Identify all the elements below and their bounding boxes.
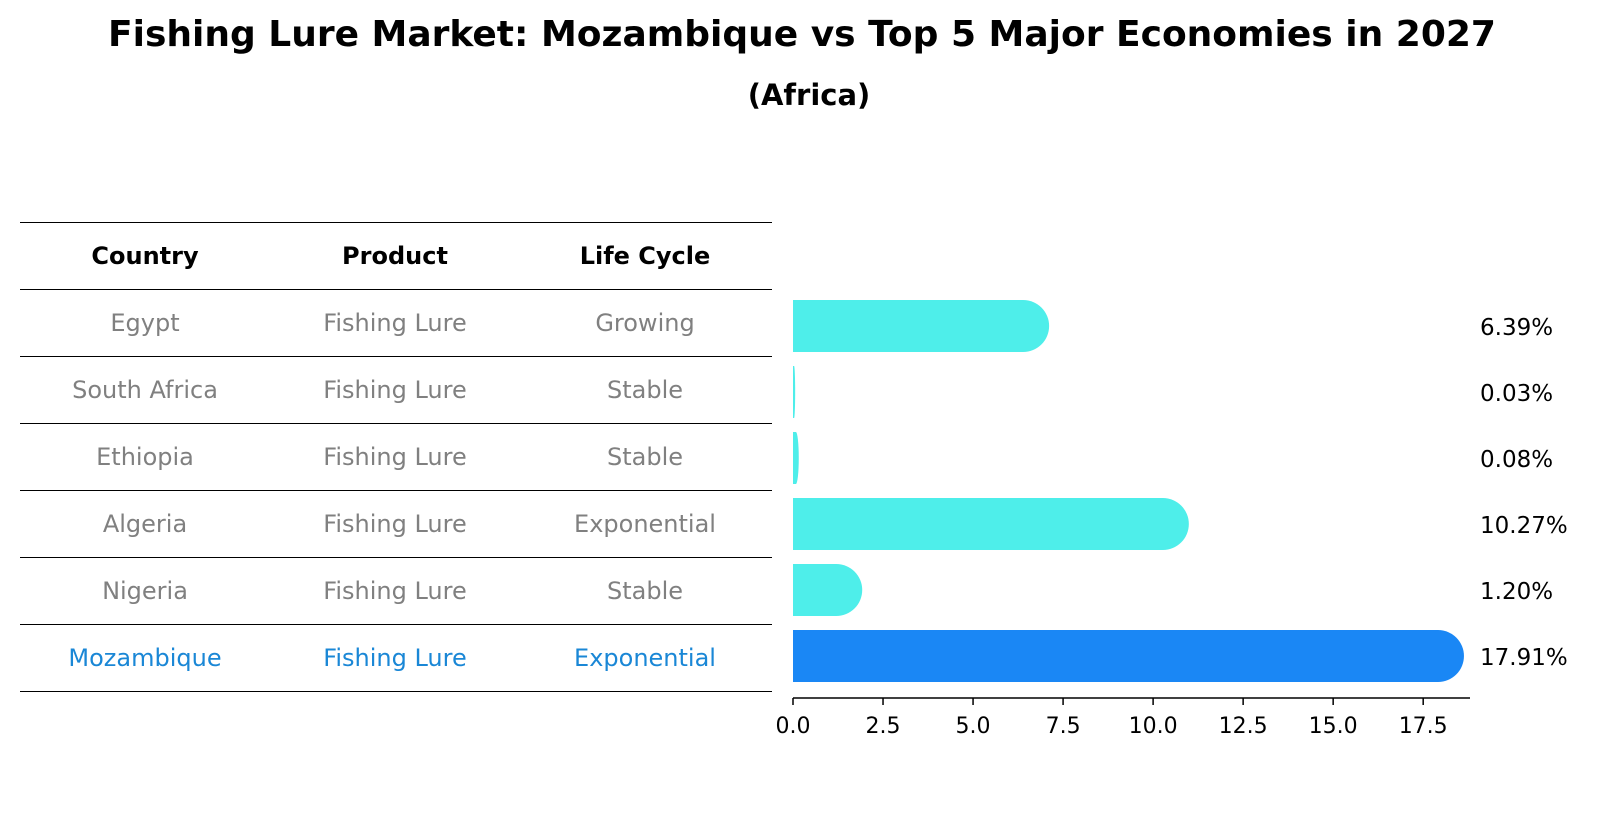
country-cell: Ethiopia bbox=[96, 443, 194, 471]
x-tick-label: 5.0 bbox=[956, 714, 991, 739]
product-cell: Fishing Lure bbox=[323, 376, 467, 404]
x-tick-label: 7.5 bbox=[1046, 714, 1081, 739]
bar-value-label: 6.39% bbox=[1480, 315, 1553, 341]
x-tick-label: 0.0 bbox=[776, 714, 811, 739]
bar-nigeria bbox=[793, 564, 863, 616]
bar-value-label: 1.20% bbox=[1480, 579, 1553, 605]
x-tick-label: 2.5 bbox=[866, 714, 901, 739]
country-cell: Mozambique bbox=[68, 644, 222, 672]
x-tick-label: 17.5 bbox=[1399, 714, 1448, 739]
bar-value-label: 0.03% bbox=[1480, 381, 1553, 407]
life-cycle-cell: Exponential bbox=[574, 644, 716, 672]
table-row: Egypt Fishing Lure Growing bbox=[20, 289, 772, 356]
country-cell: Egypt bbox=[110, 309, 180, 337]
life-cycle-cell: Exponential bbox=[574, 510, 716, 538]
product-cell: Fishing Lure bbox=[323, 510, 467, 538]
life-cycle-cell: Stable bbox=[606, 577, 684, 605]
table-row: Nigeria Fishing Lure Stable bbox=[20, 557, 772, 624]
chart-subtitle: (Africa) bbox=[747, 78, 871, 112]
bar-value-label: 0.08% bbox=[1480, 447, 1553, 473]
product-cell: Fishing Lure bbox=[323, 644, 467, 672]
bar-algeria bbox=[793, 498, 1189, 550]
table-header-row: Country Product Life Cycle bbox=[20, 222, 772, 289]
life-cycle-cell: Stable bbox=[606, 376, 684, 404]
bar-south-africa bbox=[793, 366, 796, 418]
table-row: Algeria Fishing Lure Exponential bbox=[20, 490, 772, 557]
table-row: South Africa Fishing Lure Stable bbox=[20, 356, 772, 423]
chart-title: Fishing Lure Market: Mozambique vs Top 5… bbox=[108, 14, 1496, 55]
country-cell: Algeria bbox=[102, 510, 188, 538]
column-header-product: Product bbox=[342, 242, 448, 270]
table-row: Ethiopia Fishing Lure Stable bbox=[20, 423, 772, 490]
column-header-life-cycle: Life Cycle bbox=[579, 242, 711, 270]
bar-egypt bbox=[793, 300, 1050, 352]
x-tick-label: 12.5 bbox=[1219, 714, 1268, 739]
country-table: Country Product Life Cycle Egypt Fishing… bbox=[20, 222, 772, 692]
life-cycle-cell: Stable bbox=[606, 443, 684, 471]
country-cell: Nigeria bbox=[102, 577, 188, 605]
table-row-highlighted: Mozambique Fishing Lure Exponential bbox=[20, 624, 772, 692]
column-header-country: Country bbox=[91, 242, 199, 270]
bar-mozambique bbox=[793, 630, 1464, 682]
x-tick-label: 15.0 bbox=[1309, 714, 1358, 739]
bar-value-label: 10.27% bbox=[1480, 513, 1568, 539]
product-cell: Fishing Lure bbox=[323, 443, 467, 471]
product-cell: Fishing Lure bbox=[323, 309, 467, 337]
product-cell: Fishing Lure bbox=[323, 577, 467, 605]
life-cycle-cell: Growing bbox=[595, 309, 695, 337]
bar-value-label: 17.91% bbox=[1480, 645, 1568, 671]
country-cell: South Africa bbox=[72, 376, 218, 404]
bar-ethiopia bbox=[793, 432, 799, 484]
x-tick-label: 10.0 bbox=[1129, 714, 1178, 739]
